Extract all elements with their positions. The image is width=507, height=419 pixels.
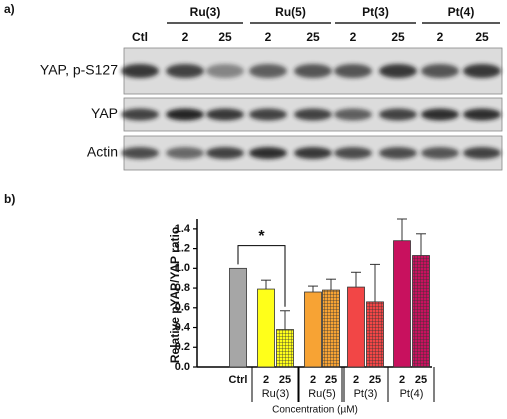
y-tick-label: 1.0 [175, 262, 190, 274]
x-tick-label: 2 [399, 374, 405, 386]
western-blot [121, 47, 503, 171]
x-tick-label: 25 [279, 374, 291, 386]
group-label: Ru(5) [308, 388, 336, 400]
x-tick-label: 25 [369, 374, 381, 386]
blot-band [421, 108, 459, 121]
blot-band [121, 147, 159, 159]
blot-band [379, 108, 417, 121]
blot-band [421, 64, 459, 78]
blot-band [121, 64, 159, 78]
bar [347, 286, 365, 368]
significance-bracket [237, 245, 286, 307]
y-axis-title: Relative pYAP/YAP ratio [168, 227, 182, 363]
y-tick-label: 0.6 [175, 302, 190, 314]
x-tick-label: 2 [353, 374, 359, 386]
blot-band [379, 64, 417, 78]
group-label: Pt(3) [354, 388, 378, 400]
x-tick-label: 2 [263, 374, 269, 386]
bar [304, 291, 322, 368]
lane-label: 25 [306, 30, 320, 44]
bar [366, 301, 384, 368]
group-label: Ru(3) [262, 388, 290, 400]
blot-band [206, 64, 244, 78]
x-tick-label: Ctrl [229, 374, 248, 386]
group-label: Ru(5) [275, 5, 306, 19]
blot-band [379, 147, 417, 159]
y-tick-label: 1.4 [175, 223, 191, 235]
blot-band [249, 108, 287, 121]
blot-band [294, 64, 332, 78]
row-label: Actin [87, 144, 118, 160]
blot-band [206, 108, 244, 121]
panel-label: a) [4, 2, 15, 16]
y-tick-label: 0.8 [175, 282, 190, 294]
blot-band [463, 108, 501, 121]
blot-band [166, 64, 204, 78]
lane-label: 2 [437, 30, 444, 44]
blot-band [294, 147, 332, 159]
lane-label: 25 [391, 30, 405, 44]
bar [229, 267, 247, 368]
bar [276, 329, 294, 368]
row-label: YAP, p-S127 [40, 62, 118, 78]
lane-label: 2 [265, 30, 272, 44]
group-label: Pt(4) [448, 5, 475, 19]
blot-band [249, 64, 287, 78]
lane-label: 25 [218, 30, 232, 44]
bar [322, 289, 340, 368]
group-label: Pt(4) [400, 388, 424, 400]
x-tick-label: 25 [325, 374, 337, 386]
blot-band [334, 108, 372, 121]
lane-label: Ctl [132, 30, 148, 44]
row-label: YAP [91, 105, 118, 121]
bar [257, 288, 275, 368]
blot-band [121, 108, 159, 121]
blot-band [334, 147, 372, 159]
panel-label: b) [4, 192, 15, 206]
y-tick-label: 0.0 [175, 361, 190, 373]
group-label: Ru(3) [190, 5, 221, 19]
y-tick-label: 0.2 [175, 341, 190, 353]
significance-label: * [258, 228, 265, 245]
y-tick-label: 1.2 [175, 243, 190, 255]
lane-label: 25 [475, 30, 489, 44]
blot-band [334, 64, 372, 78]
bar [393, 240, 411, 368]
x-tick-label: 25 [415, 374, 427, 386]
group-label: Pt(3) [362, 5, 389, 19]
x-tick-label: 2 [310, 374, 316, 386]
bar [412, 255, 430, 368]
blot-band [463, 147, 501, 159]
blot-band [463, 64, 501, 78]
blot-band [421, 147, 459, 159]
blot-band [294, 108, 332, 121]
blot-band [249, 147, 287, 159]
x-axis-title: Concentration (µM) [272, 405, 358, 416]
blot-band [166, 147, 204, 159]
lane-label: 2 [350, 30, 357, 44]
blot-band [206, 147, 244, 159]
lane-label: 2 [182, 30, 189, 44]
blot-band [166, 108, 204, 121]
y-tick-label: 0.4 [175, 321, 191, 333]
